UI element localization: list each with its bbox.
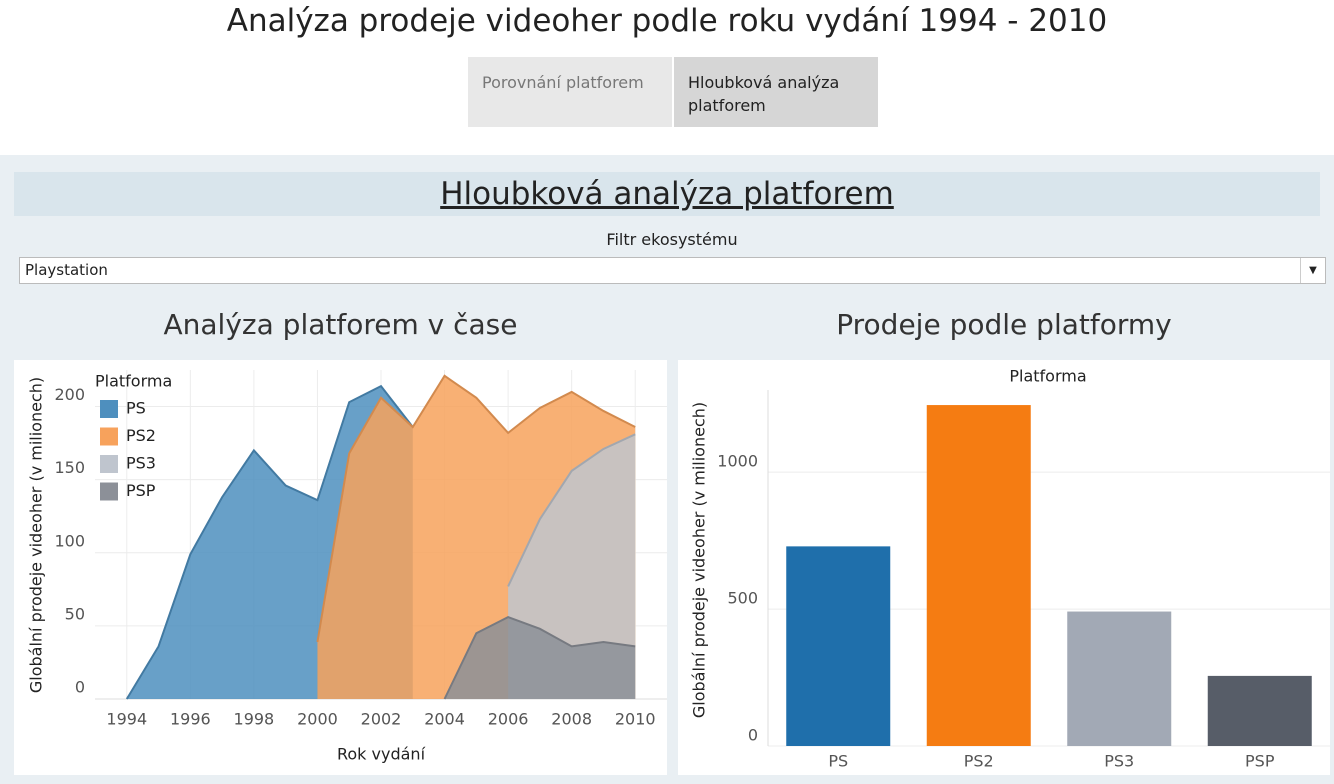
x-axis-label: Rok vydání bbox=[337, 745, 426, 764]
x-tick-label: PS3 bbox=[1104, 752, 1134, 771]
y-tick-label: 100 bbox=[54, 531, 85, 550]
legend-title: Platforma bbox=[95, 372, 172, 391]
x-tick-label: 1998 bbox=[234, 710, 275, 729]
x-tick-label: 2002 bbox=[361, 710, 402, 729]
legend-label: PS3 bbox=[126, 454, 156, 473]
page-title: Analýza prodeje videoher podle roku vydá… bbox=[226, 3, 1108, 39]
x-tick-label: 1994 bbox=[106, 710, 147, 729]
x-tick-label: 2010 bbox=[615, 710, 656, 729]
bar bbox=[1207, 675, 1312, 746]
chart-title: Analýza platforem v čase bbox=[163, 308, 518, 341]
area-chart: 0 50 100 150 200 1994 1996 1998 2000 2002 2004 2006… bbox=[14, 360, 667, 775]
tab[interactable]: Porovnání platforem bbox=[468, 57, 672, 127]
y-tick-label: 50 bbox=[65, 604, 85, 623]
x-tick-label: 1996 bbox=[170, 710, 211, 729]
y-tick-label: 150 bbox=[54, 458, 85, 477]
area-line bbox=[316, 374, 636, 643]
bar-chart: 0 500 1000 PS PS2 PS3 PSP Platforma Globální pro… bbox=[678, 360, 1330, 775]
filter-label: Filtr ekosystému bbox=[606, 230, 738, 249]
chart-subtitle: Platforma bbox=[1009, 367, 1086, 386]
y-axis-label: Globální prodeje videoher (v milionech) bbox=[690, 402, 709, 718]
legend-swatch bbox=[100, 427, 118, 446]
bar bbox=[786, 546, 891, 746]
legend-label: PSP bbox=[126, 481, 156, 500]
y-axis-label: Globální prodeje videoher (v milionech) bbox=[27, 377, 46, 693]
tab-active[interactable]: Hloubková analýza platforem bbox=[674, 57, 878, 127]
y-tick-label: 0 bbox=[748, 726, 758, 745]
x-tick-label: 2000 bbox=[297, 710, 338, 729]
filter-dropdown[interactable]: Playstation ▼ bbox=[19, 257, 1326, 284]
y-tick-label: 500 bbox=[727, 589, 758, 608]
y-tick-label: 0 bbox=[75, 678, 85, 697]
x-tick-label: 2008 bbox=[551, 710, 592, 729]
area-fill bbox=[444, 617, 636, 699]
legend-swatch bbox=[100, 482, 118, 501]
legend-swatch bbox=[100, 400, 118, 418]
legend-label: PS2 bbox=[126, 426, 156, 445]
x-tick-label: 2006 bbox=[488, 710, 529, 729]
legend-swatch bbox=[100, 455, 118, 473]
x-tick-label: PS bbox=[828, 752, 848, 771]
chart-title: Prodeje podle platformy bbox=[836, 308, 1172, 341]
filter-value: Playstation bbox=[25, 261, 108, 279]
x-tick-label: PSP bbox=[1245, 752, 1275, 771]
legend-label: PS bbox=[126, 399, 146, 418]
y-tick-label: 200 bbox=[54, 385, 85, 404]
dropdown-arrow[interactable]: ▼ bbox=[1300, 258, 1325, 283]
area-line bbox=[507, 433, 636, 587]
section-title: Hloubková analýza platforem bbox=[14, 172, 1320, 216]
bar bbox=[1067, 611, 1172, 746]
bar bbox=[926, 405, 1031, 746]
area-line bbox=[443, 616, 636, 700]
area-line bbox=[125, 384, 414, 700]
x-tick-label: PS2 bbox=[964, 752, 994, 771]
y-tick-label: 1000 bbox=[717, 452, 758, 471]
x-tick-label: 2004 bbox=[424, 710, 465, 729]
